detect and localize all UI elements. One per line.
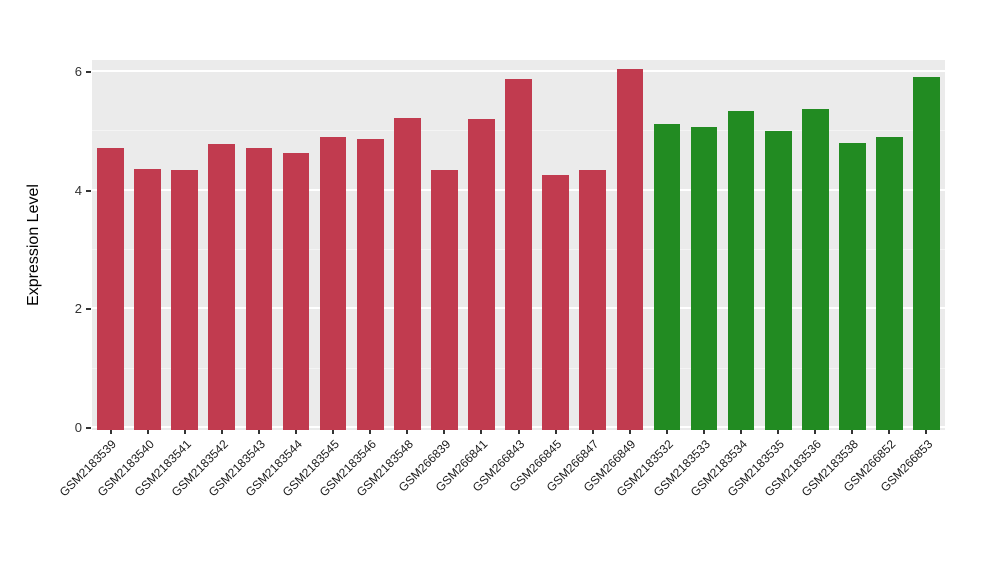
x-tick-mark [332, 430, 335, 434]
bar-slot [166, 60, 203, 430]
bar [653, 123, 681, 430]
bar-slot [129, 60, 166, 430]
bar [468, 118, 495, 430]
bar-slot [92, 60, 129, 430]
bar [839, 143, 866, 430]
x-tick-mark [109, 430, 112, 434]
bar-slot [648, 60, 685, 430]
x-tick-mark [702, 430, 705, 434]
bar [319, 136, 347, 430]
bar-slot [426, 60, 463, 430]
bar [542, 175, 570, 430]
y-tick-mark [86, 70, 91, 73]
bar-slot [240, 60, 277, 430]
y-tick-mark [86, 308, 91, 311]
bar-slot [723, 60, 760, 430]
bar [393, 117, 421, 430]
bar [727, 111, 755, 430]
bar-slot [203, 60, 240, 430]
bar [97, 147, 124, 430]
x-tick-mark [814, 430, 817, 434]
x-tick-mark [257, 430, 260, 434]
x-tick-mark [517, 430, 520, 434]
gridline-major [92, 69, 945, 72]
y-tick-label: 2 [74, 301, 82, 317]
y-tick-mark [86, 189, 91, 192]
bar-slot [908, 60, 945, 430]
bar-slot [686, 60, 723, 430]
bar [134, 168, 161, 430]
bar-slot [871, 60, 908, 430]
bar [616, 68, 644, 430]
y-tick-label: 6 [74, 63, 82, 79]
bar-slot [574, 60, 611, 430]
x-tick-mark [480, 430, 483, 434]
x-tick-mark [369, 430, 372, 434]
x-tick-mark [443, 430, 446, 434]
bar-slot [389, 60, 426, 430]
y-axis-title: Expression Level [25, 184, 42, 306]
bar-slot [834, 60, 871, 430]
bar [171, 169, 199, 430]
bar [876, 137, 903, 430]
bar-slot [760, 60, 797, 430]
x-tick-mark [294, 430, 297, 434]
bar-slot [797, 60, 834, 430]
bar [913, 77, 940, 430]
x-tick-mark [406, 430, 409, 434]
x-tick-mark [628, 430, 631, 434]
bar-slot [352, 60, 389, 430]
x-tick-mark [888, 430, 891, 434]
bar [690, 127, 718, 430]
x-axis-labels: GSM2183539 GSM2183540 GSM2183541 GSM2183542… [57, 430, 945, 570]
y-tick-label: 0 [74, 420, 82, 435]
bar-slot [463, 60, 500, 430]
bar [579, 169, 607, 430]
x-tick-mark [925, 430, 928, 434]
bar-slot [611, 60, 648, 430]
bar-slot [500, 60, 537, 430]
bar [764, 131, 792, 430]
bar [356, 138, 384, 430]
x-tick-mark [591, 430, 594, 434]
bars-container [92, 60, 945, 430]
bar [801, 108, 829, 430]
y-tick-mark [86, 427, 91, 429]
bar [208, 144, 236, 430]
x-tick-mark [220, 430, 223, 434]
x-tick-mark [554, 430, 557, 434]
x-tick-mark [146, 430, 149, 434]
plot-panel [92, 60, 945, 430]
x-tick-mark [851, 430, 854, 434]
x-tick-mark [665, 430, 668, 434]
bar [245, 147, 273, 430]
x-tick-mark [183, 430, 186, 434]
bar-slot [315, 60, 352, 430]
bar [431, 169, 458, 430]
bar [505, 79, 532, 430]
bar-slot [537, 60, 574, 430]
x-tick-mark [740, 430, 743, 434]
y-tick-label: 4 [74, 182, 82, 198]
bar [282, 152, 310, 430]
bar-slot [277, 60, 314, 430]
x-tick-mark [777, 430, 780, 434]
